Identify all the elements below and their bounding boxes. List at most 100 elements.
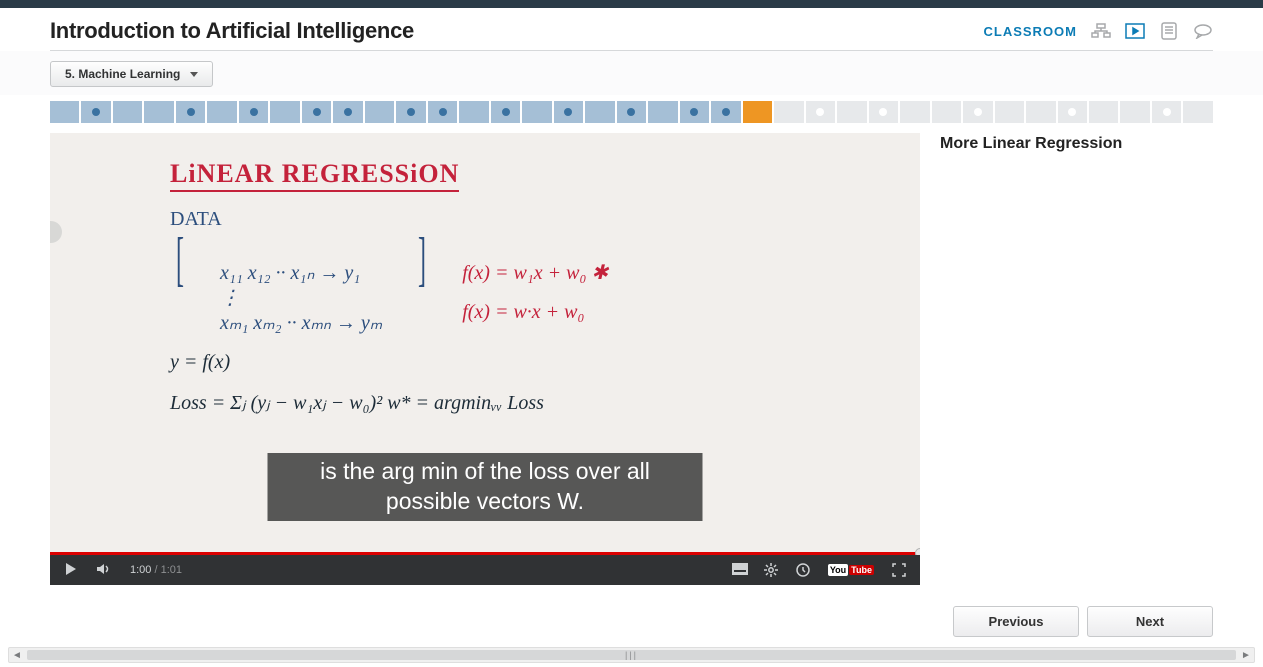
segment-dot	[1163, 108, 1171, 116]
progress-segment[interactable]	[428, 101, 457, 123]
segment-dot	[690, 108, 698, 116]
progress-segment[interactable]	[1152, 101, 1181, 123]
time-display: 1:00 / 1:01	[130, 564, 182, 576]
segment-dot	[1068, 108, 1076, 116]
matrix-row-3: xₘ₁ xₘ₂ ·· xₘₙ → yₘ	[220, 310, 382, 335]
scroll-thumb[interactable]: |||	[27, 650, 1236, 660]
lesson-title: More Linear Regression	[940, 135, 1213, 153]
caption: is the arg min of the loss over all poss…	[268, 453, 703, 521]
segment-dot	[313, 108, 321, 116]
segment-dot	[816, 108, 824, 116]
progress-segment[interactable]	[522, 101, 551, 123]
top-bar	[0, 0, 1263, 8]
video-icon[interactable]	[1125, 22, 1145, 40]
progress-segment[interactable]	[995, 101, 1024, 123]
progress-segment[interactable]	[50, 101, 79, 123]
progress-segment[interactable]	[932, 101, 961, 123]
content-area: LiNEAR REGRESSiON DATA [ x₁₁ x₁₂ ·· x₁ₙ …	[0, 123, 1263, 585]
map-icon[interactable]	[1091, 22, 1111, 40]
progress-segment[interactable]	[491, 101, 520, 123]
course-title: Introduction to Artificial Intelligence	[50, 18, 414, 44]
module-row: 5. Machine Learning	[0, 51, 1263, 95]
formula-1: f(x) = w₁x + w₀ ✱	[462, 260, 608, 285]
progress-segment[interactable]	[396, 101, 425, 123]
lesson-sidebar: More Linear Regression	[940, 133, 1213, 585]
chevron-down-icon	[190, 72, 198, 77]
segment-dot	[439, 108, 447, 116]
progress-segment[interactable]	[365, 101, 394, 123]
matrix-row-2: ⋮	[220, 285, 382, 310]
play-button[interactable]	[64, 562, 78, 579]
volume-button[interactable]	[96, 562, 112, 579]
progress-segment[interactable]	[869, 101, 898, 123]
progress-segment[interactable]	[900, 101, 929, 123]
progress-segment[interactable]	[806, 101, 835, 123]
player-controls: 1:00 / 1:01 YouTube	[50, 555, 920, 585]
progress-segment[interactable]	[743, 101, 772, 123]
progress-segment[interactable]	[963, 101, 992, 123]
segment-dot	[974, 108, 982, 116]
youtube-badge[interactable]: YouTube	[828, 564, 874, 576]
matrix-row-1: x₁₁ x₁₂ ·· x₁ₙ → y₁	[220, 260, 382, 285]
next-button[interactable]: Next	[1087, 606, 1213, 637]
progress-segment[interactable]	[144, 101, 173, 123]
progress-segment[interactable]	[554, 101, 583, 123]
formula-2: f(x) = w·x + w₀	[462, 301, 608, 324]
board-data-label: DATA	[170, 208, 880, 231]
module-dropdown[interactable]: 5. Machine Learning	[50, 61, 213, 87]
progress-segment[interactable]	[81, 101, 110, 123]
progress-segment[interactable]	[333, 101, 362, 123]
segment-dot	[250, 108, 258, 116]
bracket-left: [	[176, 235, 184, 283]
progress-segment[interactable]	[270, 101, 299, 123]
time-total: 1:01	[161, 564, 182, 576]
previous-button[interactable]: Previous	[953, 606, 1079, 637]
progress-segment[interactable]	[1183, 101, 1212, 123]
bracket-right: ]	[418, 235, 426, 283]
header: Introduction to Artificial Intelligence …	[0, 8, 1263, 50]
captions-button[interactable]	[732, 563, 746, 577]
horizontal-scrollbar[interactable]: ◄ ||| ►	[8, 647, 1255, 663]
notes-icon[interactable]	[1159, 22, 1179, 40]
segment-dot	[564, 108, 572, 116]
progress-segment[interactable]	[585, 101, 614, 123]
time-current: 1:00	[130, 564, 151, 576]
fullscreen-button[interactable]	[892, 563, 906, 577]
progress-segment[interactable]	[648, 101, 677, 123]
scroll-right-arrow[interactable]: ►	[1238, 648, 1254, 662]
board-title: LiNEAR REGRESSiON	[170, 159, 459, 192]
progress-segment[interactable]	[1089, 101, 1118, 123]
discussion-icon[interactable]	[1193, 22, 1213, 40]
video-player[interactable]: LiNEAR REGRESSiON DATA [ x₁₁ x₁₂ ·· x₁ₙ …	[50, 133, 920, 585]
nav-buttons: Previous Next	[953, 606, 1213, 637]
progress-segment[interactable]	[680, 101, 709, 123]
segment-dot	[879, 108, 887, 116]
progress-segment[interactable]	[302, 101, 331, 123]
segment-dot	[187, 108, 195, 116]
equation-2: Loss = Σⱼ (yⱼ − w₁xⱼ − w₀)² w* = argminᵥ…	[170, 390, 880, 415]
progress-segment[interactable]	[113, 101, 142, 123]
segment-dot	[92, 108, 100, 116]
segment-dot	[502, 108, 510, 116]
segment-dot	[344, 108, 352, 116]
progress-segment[interactable]	[711, 101, 740, 123]
header-actions: CLASSROOM	[984, 22, 1214, 40]
progress-segment[interactable]	[239, 101, 268, 123]
progress-segment[interactable]	[207, 101, 236, 123]
equation-1: y = f(x)	[170, 351, 880, 374]
progress-segment[interactable]	[459, 101, 488, 123]
progress-segment[interactable]	[1026, 101, 1055, 123]
progress-segment[interactable]	[1120, 101, 1149, 123]
progress-segment[interactable]	[1058, 101, 1087, 123]
video-column: LiNEAR REGRESSiON DATA [ x₁₁ x₁₂ ·· x₁ₙ …	[50, 133, 920, 585]
segment-dot	[722, 108, 730, 116]
classroom-link[interactable]: CLASSROOM	[984, 24, 1078, 39]
scroll-left-arrow[interactable]: ◄	[9, 648, 25, 662]
progress-segment[interactable]	[617, 101, 646, 123]
progress-bar	[0, 101, 1263, 123]
progress-segment[interactable]	[176, 101, 205, 123]
progress-segment[interactable]	[774, 101, 803, 123]
watch-later-icon[interactable]	[796, 563, 810, 577]
settings-icon[interactable]	[764, 563, 778, 577]
progress-segment[interactable]	[837, 101, 866, 123]
